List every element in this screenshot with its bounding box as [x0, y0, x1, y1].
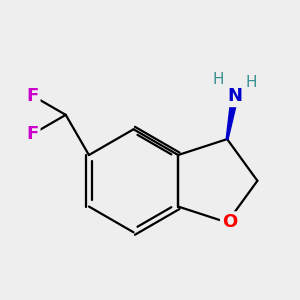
Text: H: H	[213, 71, 224, 86]
Text: H: H	[246, 75, 257, 90]
Polygon shape	[226, 93, 239, 139]
Text: O: O	[222, 214, 237, 232]
Text: F: F	[26, 125, 38, 143]
Text: F: F	[26, 87, 38, 105]
Text: N: N	[228, 87, 243, 105]
